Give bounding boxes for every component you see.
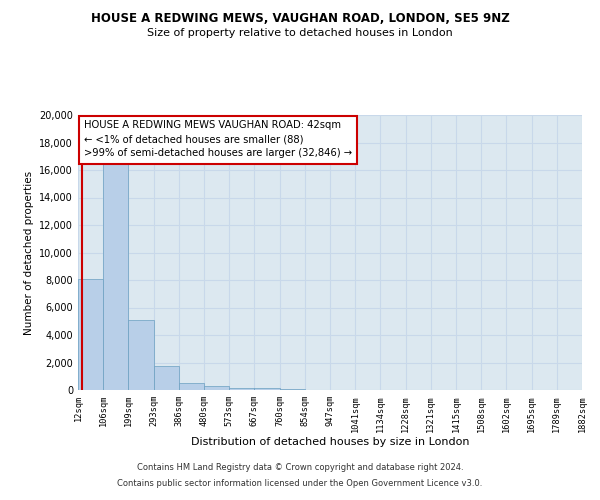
Bar [204, 386, 229, 390]
Bar [103, 163, 128, 390]
Bar [154, 366, 179, 390]
Bar [128, 320, 154, 390]
Bar [78, 280, 103, 390]
Bar [179, 384, 204, 390]
Text: HOUSE A REDWING MEWS VAUGHAN ROAD: 42sqm
← <1% of detached houses are smaller (8: HOUSE A REDWING MEWS VAUGHAN ROAD: 42sqm… [83, 120, 352, 158]
Y-axis label: Number of detached properties: Number of detached properties [24, 170, 34, 334]
Text: Contains HM Land Registry data © Crown copyright and database right 2024.: Contains HM Land Registry data © Crown c… [137, 464, 463, 472]
Text: Contains public sector information licensed under the Open Government Licence v3: Contains public sector information licen… [118, 478, 482, 488]
Bar [229, 388, 254, 390]
X-axis label: Distribution of detached houses by size in London: Distribution of detached houses by size … [191, 437, 469, 447]
Text: HOUSE A REDWING MEWS, VAUGHAN ROAD, LONDON, SE5 9NZ: HOUSE A REDWING MEWS, VAUGHAN ROAD, LOND… [91, 12, 509, 26]
Bar [280, 389, 305, 390]
Text: Size of property relative to detached houses in London: Size of property relative to detached ho… [147, 28, 453, 38]
Bar [254, 388, 280, 390]
